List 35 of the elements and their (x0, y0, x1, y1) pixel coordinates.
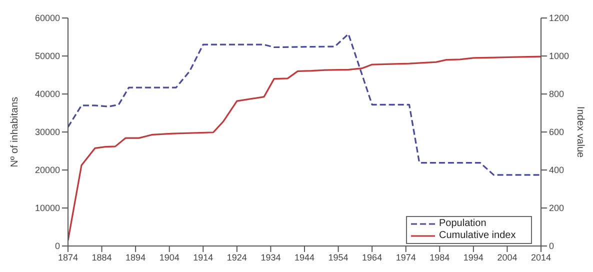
x-tick-label: 1894 (126, 252, 146, 262)
y-tick-label: 30000 (34, 127, 60, 138)
y2-tick-label: 1000 (549, 51, 570, 62)
x-tick-label: 1984 (430, 252, 450, 262)
y-tick-label: 60000 (34, 13, 60, 24)
line-series (68, 33, 541, 176)
x-tick-label: 1874 (58, 252, 78, 262)
y-tick-label: 10000 (34, 203, 60, 214)
y2-axis-title: Index value (574, 106, 586, 158)
x-tick-label: 1944 (294, 252, 315, 262)
y2-tick-label: 400 (549, 165, 564, 176)
y2-tick-label: 1200 (549, 13, 570, 24)
x-tick-label: 1884 (92, 252, 112, 262)
x-tick-label: 1934 (260, 252, 281, 262)
x-tick-label: 1924 (226, 252, 247, 262)
y2-tick-label: 200 (549, 203, 564, 214)
x-tick-label: 1914 (193, 252, 214, 262)
y-tick-label: 40000 (34, 89, 60, 100)
y2-tick-label: 800 (549, 89, 564, 100)
y2-tick-label: 0 (549, 241, 554, 252)
legend-label: Cumulative index (439, 230, 516, 242)
x-tick-label: 1904 (159, 252, 180, 262)
x-tick-label: 2014 (530, 252, 552, 262)
legend-label: Population (439, 218, 486, 230)
y-axis-title: Nº of inhabitans (10, 96, 21, 168)
y2-tick-label: 600 (549, 127, 564, 138)
x-tick-label: 1954 (328, 252, 348, 262)
x-tick-label: 1994 (463, 252, 484, 262)
x-tick-label: 1964 (362, 252, 382, 262)
y-tick-label: 20000 (34, 165, 60, 176)
line-series (68, 56, 541, 242)
y-tick-label: 50000 (34, 51, 60, 62)
y-tick-label: 0 (54, 241, 60, 252)
x-tick-label: 1974 (396, 252, 416, 262)
x-tick-label: 2004 (497, 252, 518, 262)
